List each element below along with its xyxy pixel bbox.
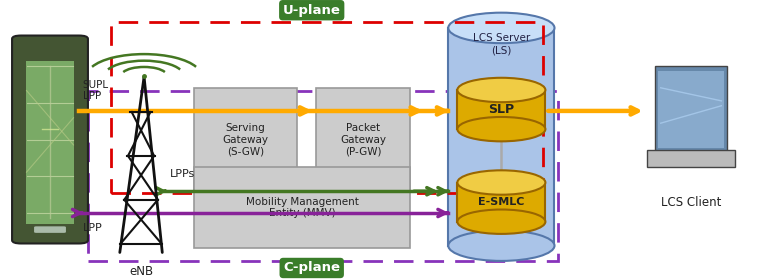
- Ellipse shape: [458, 170, 546, 195]
- FancyBboxPatch shape: [647, 150, 735, 167]
- Ellipse shape: [448, 230, 555, 261]
- FancyBboxPatch shape: [34, 226, 66, 233]
- Text: U-plane: U-plane: [283, 4, 340, 17]
- FancyBboxPatch shape: [654, 66, 727, 153]
- Text: LCS Server
(LS): LCS Server (LS): [473, 33, 530, 55]
- FancyBboxPatch shape: [458, 182, 546, 222]
- Text: Serving
Gateway
(S-GW): Serving Gateway (S-GW): [223, 123, 268, 156]
- FancyBboxPatch shape: [448, 28, 555, 246]
- Ellipse shape: [458, 210, 546, 234]
- Text: SUPL
LPP: SUPL LPP: [83, 80, 109, 101]
- Text: eNB: eNB: [129, 265, 153, 278]
- Text: LPP: LPP: [83, 223, 103, 233]
- Text: E-SMLC: E-SMLC: [478, 197, 524, 207]
- Text: LPPs: LPPs: [170, 169, 195, 179]
- Text: Packet
Gateway
(P-GW): Packet Gateway (P-GW): [340, 123, 386, 156]
- FancyBboxPatch shape: [315, 88, 410, 191]
- FancyBboxPatch shape: [458, 90, 546, 129]
- Ellipse shape: [458, 117, 546, 141]
- FancyBboxPatch shape: [194, 88, 296, 191]
- Text: C-plane: C-plane: [283, 261, 340, 275]
- FancyBboxPatch shape: [12, 35, 88, 244]
- Ellipse shape: [458, 78, 546, 102]
- FancyBboxPatch shape: [194, 167, 410, 248]
- Text: LCS Client: LCS Client: [661, 196, 721, 209]
- Text: Mobility Management
Entity (MMV): Mobility Management Entity (MMV): [245, 197, 359, 218]
- Ellipse shape: [448, 13, 555, 43]
- Text: SLP: SLP: [489, 103, 515, 116]
- FancyBboxPatch shape: [658, 71, 724, 148]
- FancyBboxPatch shape: [27, 61, 74, 224]
